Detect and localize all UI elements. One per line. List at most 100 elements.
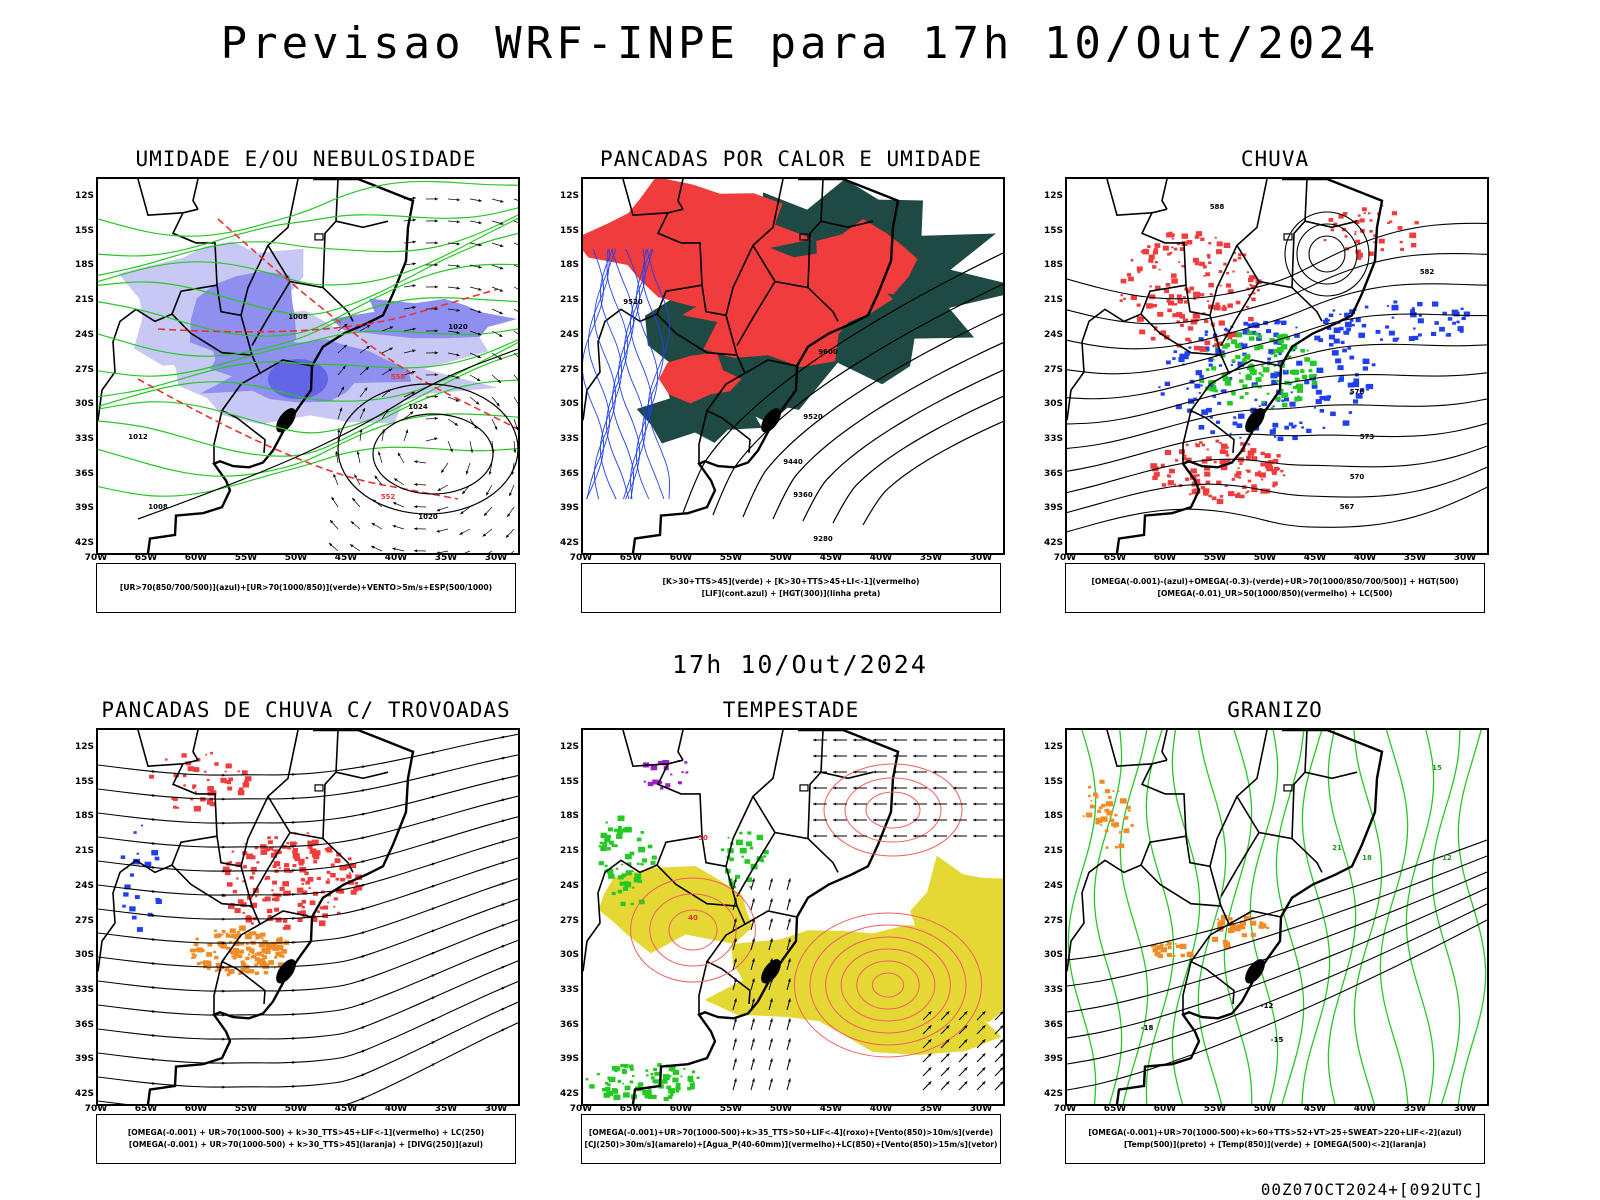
precip-cell: [650, 765, 658, 771]
contour-label: 552: [381, 493, 396, 501]
precip-cell: [1237, 467, 1240, 469]
precip-cell: [1215, 347, 1221, 351]
precip-cell: [1280, 320, 1287, 325]
political-border: [98, 308, 173, 421]
precip-cell: [239, 925, 246, 931]
political-border: [583, 308, 658, 421]
precip-cell: [1128, 276, 1134, 282]
latitude-tick-label: 33S: [1043, 984, 1063, 995]
arrow-head: [833, 738, 837, 742]
arrow-head: [477, 355, 481, 358]
precip-cell: [1342, 420, 1350, 426]
precip-cell: [215, 962, 222, 968]
map-frame[interactable]: [96, 728, 520, 1106]
arrow-head: [787, 978, 791, 982]
precip-cell: [120, 855, 126, 859]
arrow-head: [371, 523, 376, 526]
precip-cell: [1356, 256, 1362, 260]
arrow-head: [953, 738, 957, 742]
precip-cell: [261, 937, 264, 940]
legend-line: [OMEGA(-0.001) + UR>70(1000-500) + k>30_…: [128, 1140, 484, 1149]
arrow-head: [499, 266, 504, 270]
arrow-head: [456, 264, 460, 268]
precip-cell: [645, 1069, 649, 1072]
precip-cell: [251, 931, 254, 934]
streamline: [98, 1001, 518, 1088]
precip-cell: [182, 774, 187, 778]
precip-cell: [1168, 475, 1172, 478]
precip-cell: [274, 898, 279, 902]
political-border: [213, 410, 223, 464]
precip-cell: [282, 927, 287, 930]
longitude-tick-label: 40W: [869, 553, 893, 563]
precip-cell: [1227, 928, 1235, 934]
precip-cell: [1204, 471, 1211, 477]
precip-cell: [275, 917, 282, 923]
precip-cell: [1186, 387, 1189, 390]
latitude-tick-label: 24S: [559, 880, 579, 891]
precip-cell: [250, 902, 257, 908]
precip-cell: [1225, 283, 1232, 288]
precip-cell: [1291, 425, 1296, 429]
precip-cell: [1194, 261, 1200, 266]
precip-cell: [1181, 233, 1189, 239]
precip-cell: [262, 898, 267, 902]
latitude-tick-label: 42S: [74, 1089, 94, 1099]
precip-cell: [1208, 282, 1214, 288]
precip-cell: [1194, 345, 1200, 351]
precip-cell: [1190, 468, 1197, 474]
precip-cell: [1238, 413, 1245, 419]
precip-cell: [1281, 392, 1287, 397]
contour-label: 582: [1420, 268, 1435, 276]
legend-box: [K>30+TTS>45](verde) + [K>30+TTS>45+LI<-…: [581, 563, 1001, 613]
arrow-head: [946, 1039, 950, 1043]
precip-cell: [228, 940, 232, 944]
precip-cell: [1242, 358, 1245, 361]
precip-cell: [1166, 360, 1171, 365]
contour-label: 1020: [418, 513, 438, 521]
precip-cell: [1218, 364, 1222, 367]
lifted-index-contour: [646, 248, 671, 500]
arrow-head: [292, 1036, 296, 1041]
precip-cell: [1333, 222, 1338, 226]
precip-cell: [1246, 455, 1251, 460]
precip-cell: [252, 954, 257, 959]
map-frame[interactable]: 588 582 576 573 570 567: [1065, 177, 1489, 555]
precip-cell: [282, 919, 288, 923]
precip-cell: [1171, 246, 1174, 249]
precip-cell: [1288, 422, 1294, 426]
panel-umidade: UMIDADE E/OU NEBULOSIDADE 1012 1008 1024 10…: [56, 147, 556, 647]
precip-cell: [334, 858, 341, 863]
precip-cell: [1218, 920, 1226, 926]
precip-cell: [275, 938, 283, 945]
precip-cell: [606, 847, 611, 851]
precip-cell: [1248, 364, 1255, 370]
precip-cell: [605, 1082, 609, 1085]
humidity-contour: [98, 207, 518, 257]
precip-cell: [1352, 381, 1360, 388]
map-frame[interactable]: -18 -15 -12 12 15 18 21: [1065, 728, 1489, 1106]
temp-850-contour: [1457, 730, 1487, 1104]
precip-cell: [284, 924, 291, 930]
arrow-head: [431, 996, 436, 1000]
map-frame[interactable]: 9600 9520 9440 9360 9280 9520: [581, 177, 1005, 555]
arrow-head: [733, 1078, 737, 1082]
streamline: [98, 836, 518, 896]
precip-cell: [221, 933, 224, 936]
arrow-head: [946, 1053, 950, 1057]
precip-cell: [204, 770, 207, 773]
precip-cell: [233, 935, 237, 938]
precip-cell: [1179, 353, 1185, 358]
political-border: [266, 730, 354, 873]
political-border: [744, 910, 798, 925]
legend-box: [OMEGA(-0.001) + UR>70(1000-500) + k>30_…: [96, 1114, 516, 1164]
arrow-head: [292, 844, 296, 849]
arrow-head: [982, 1025, 986, 1029]
arrow-head: [751, 998, 755, 1002]
map-frame[interactable]: 50 40: [581, 728, 1005, 1106]
map-frame[interactable]: 1012 1008 1024 1020 1008 1020 552 558: [96, 177, 520, 555]
precip-cell: [1218, 320, 1225, 326]
precip-cell: [206, 778, 210, 782]
streamline-850: [825, 936, 951, 1034]
precip-cell: [1245, 934, 1248, 937]
